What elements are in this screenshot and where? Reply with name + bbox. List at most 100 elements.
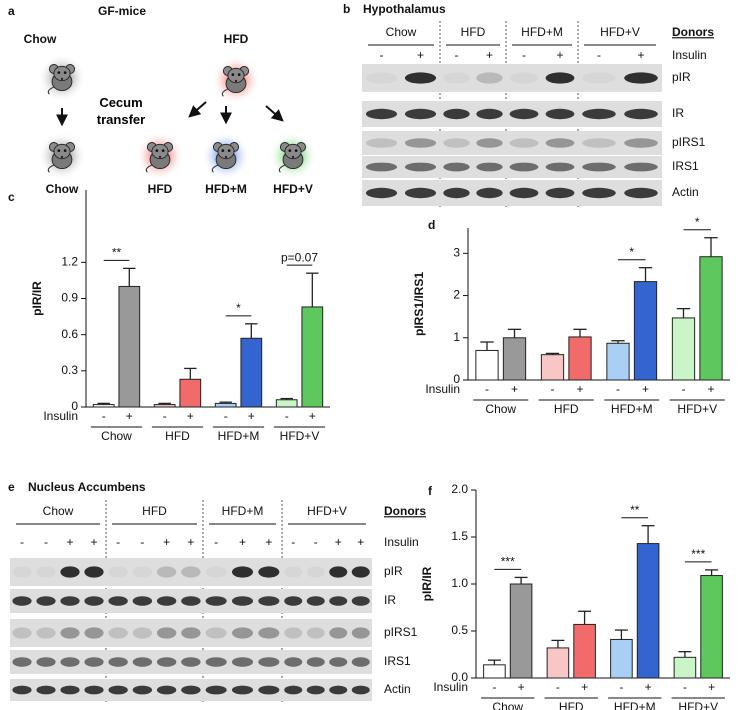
blot-band [205,566,227,578]
blot-band [205,596,227,606]
x-tick-label: HFD+V [678,700,718,710]
panel-title: GF-mice [98,4,146,18]
bar [179,378,202,408]
significance-label: *** [501,555,515,569]
blot-band [12,627,32,639]
blot-band [476,162,503,172]
row-label: pIR [384,564,403,578]
blot-band [365,138,398,148]
recipient-label: Chow [46,182,79,196]
insulin-sign: + [239,535,246,549]
error-bar [678,651,692,658]
error-bar [480,341,494,351]
arrow [188,101,207,118]
blot-band [443,108,470,120]
blot-band [582,162,616,172]
x-tick-label: HFD [165,429,190,443]
blot-band [509,187,539,199]
bar [610,638,633,679]
insulin-sign: + [187,535,194,549]
bar [301,306,324,408]
significance-label: * [695,215,700,229]
blot-band [351,627,370,639]
insulin-sign: + [642,382,649,396]
recipient-label: HFD [148,182,173,196]
blot-band [258,566,280,578]
bar [633,281,658,381]
blot-band [365,162,398,172]
error-bar [573,328,587,337]
blot-band [84,627,104,639]
bar [671,317,696,381]
insulin-sign: - [116,535,120,549]
blot-band [404,187,437,199]
insulin-sign: - [224,409,228,423]
row-label: IR [384,593,396,607]
group-label: Chow [43,504,74,518]
insulin-sign: + [576,382,583,396]
donor-label: HFD [224,32,249,46]
blot-band [443,162,470,172]
insulin-sign: + [708,680,715,694]
bar [92,404,115,408]
donors-label: Donors [384,504,426,518]
bar [636,543,660,679]
insulin-sign: + [265,535,272,549]
insulin-sign: - [285,409,289,423]
row-label: IRS1 [672,159,699,173]
blot-band [306,685,325,695]
error-bar [158,402,171,405]
blot-band [351,685,370,695]
blot-band [108,566,128,578]
row-label: IRS1 [384,654,411,668]
error-bar [551,639,565,648]
error-bar [676,307,691,318]
insulin-sign: + [518,680,525,694]
blot-band [329,657,348,667]
error-bar [545,352,560,355]
blot-band [156,596,177,606]
error-bar [507,328,522,338]
insulin-sign: - [616,382,620,396]
error-bar [184,367,197,380]
error-bar [514,576,528,584]
blot-band [404,108,437,120]
blot-band [108,596,128,606]
insulin-sign: - [485,382,489,396]
blot-band [60,596,80,606]
blot-strip [362,131,662,155]
panel-letter: d [428,218,435,232]
blot-band [258,685,280,695]
blot-band [365,72,398,84]
insulin-sign: - [314,535,318,549]
insulin-label: Insulin [672,48,707,62]
blot-band [624,162,658,172]
insulin-sign: - [683,680,687,694]
y-tick-label: 0.6 [61,327,78,341]
y-axis-label: pIRS1/IRS1 [412,272,426,336]
blot-band [132,566,153,578]
blot-band [404,138,437,148]
insulin-sign: + [126,409,133,423]
blot-band [582,187,616,199]
blot-band [306,596,325,606]
bar [483,664,506,679]
blot-band [284,657,303,667]
insulin-sign: + [581,680,588,694]
blot-band [84,657,104,667]
blot-band [545,138,575,148]
blot-band [351,657,370,667]
error-bar [245,323,258,339]
insulin-sign: - [455,48,459,62]
legend-title: Insulin [425,382,460,396]
blot-band [476,108,503,120]
recipient-label: HFD+V [273,182,313,196]
transfer-box: Cecum transfer [97,95,145,127]
blot-band [624,72,658,84]
group-label: Chow [386,25,417,39]
blot-band [156,627,177,639]
insulin-sign: - [102,409,106,423]
error-bar [641,525,655,544]
blot-band [181,596,201,606]
